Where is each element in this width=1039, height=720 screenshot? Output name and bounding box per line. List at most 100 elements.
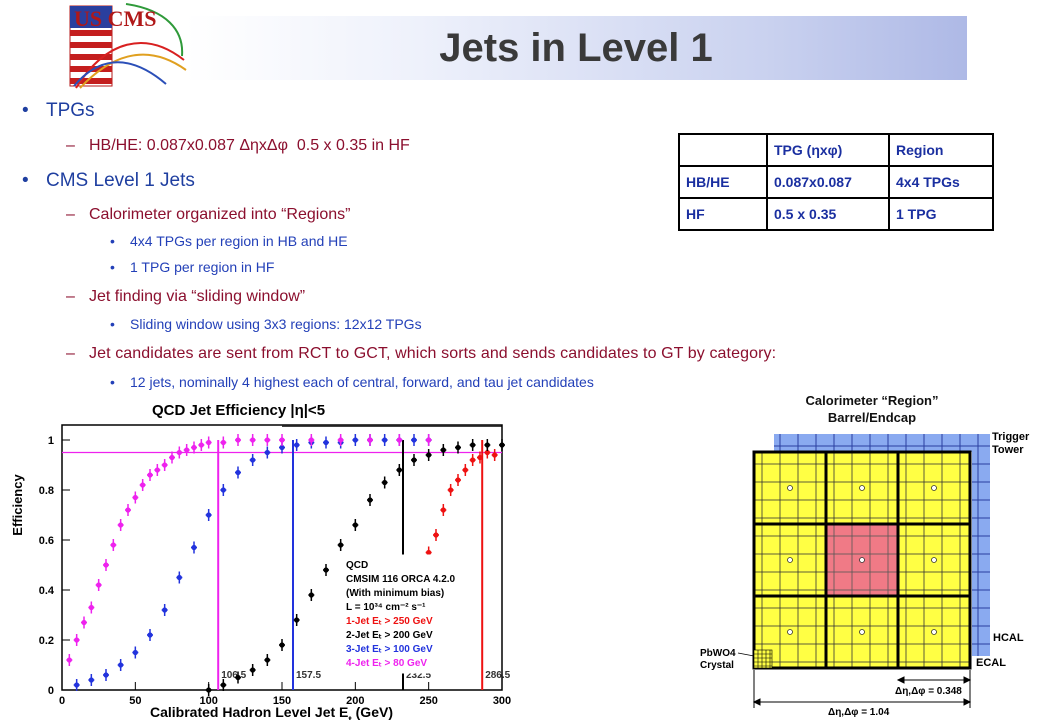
delta-eta-phi-symbols: ΔηxΔφ: [239, 137, 288, 154]
data-point: [352, 522, 358, 528]
calorimeter-caption: Calorimeter “Region” Barrel/Endcap: [760, 392, 984, 426]
legend-entry: L = 10³⁴ cm⁻² s⁻¹: [346, 602, 426, 613]
threshold-label: 286.5: [485, 670, 510, 681]
data-point: [279, 444, 285, 451]
data-point: [308, 592, 314, 598]
data-point: [176, 449, 182, 456]
bullet-marker: •: [22, 170, 29, 191]
data-point: [184, 447, 190, 453]
data-point: [118, 522, 124, 528]
y-tick-label: 0.6: [39, 535, 54, 547]
data-point: [132, 649, 138, 656]
data-point: [154, 467, 160, 473]
data-point: [220, 439, 226, 446]
data-point: [294, 617, 300, 623]
data-point: [235, 674, 241, 681]
data-point: [88, 604, 94, 611]
table-cell: HB/HE: [678, 165, 768, 199]
flag-stripes: [69, 5, 113, 87]
data-point: [367, 437, 373, 443]
bullet-marker: •: [110, 259, 115, 275]
plot-xlabel: Calibrated Hadron Level Jet Et (GeV): [150, 704, 393, 720]
data-point: [323, 567, 329, 573]
plot-title: QCD Jet Efficiency |η|<5: [152, 402, 325, 419]
slide-title: Jets in Level 1: [439, 26, 713, 70]
data-point: [264, 437, 270, 443]
data-point: [140, 482, 146, 488]
y-tick-label: 0: [48, 685, 54, 697]
bullet-hbhe-region: 4x4 TPGs per region in HB and HE: [130, 233, 348, 249]
data-point: [426, 549, 432, 556]
data-point: [162, 462, 168, 468]
title-band: [185, 16, 967, 80]
data-point: [470, 457, 476, 463]
data-point: [470, 442, 476, 448]
legend-entry: (With minimum bias): [346, 588, 444, 599]
threshold-label: 157.5: [296, 670, 321, 681]
dimension-arrows: [752, 670, 972, 708]
data-point: [74, 682, 80, 688]
data-point: [367, 497, 373, 503]
qcd-jet-efficiency-plot: QCD Jet Efficiency |η|<5 Efficiency Cali…: [0, 395, 520, 720]
data-point: [176, 574, 182, 581]
legend-entry: QCD: [346, 560, 368, 571]
x-tick-label: 300: [493, 695, 511, 707]
data-point: [198, 442, 204, 448]
data-point: [264, 657, 270, 663]
plot-ylabel: Efficiency: [10, 474, 25, 536]
dash-marker: –: [66, 137, 75, 154]
y-tick-label: 0.4: [39, 585, 55, 597]
dash-marker: –: [66, 206, 75, 223]
bullet-marker: •: [110, 374, 115, 390]
data-point: [81, 619, 87, 626]
data-point: [411, 437, 417, 443]
data-point: [162, 607, 168, 613]
data-point: [250, 437, 256, 443]
data-point: [308, 437, 314, 443]
bullet-calorimeter-regions: Calorimeter organized into “Regions”: [89, 206, 351, 223]
trigger-tower-label: Trigger: [992, 431, 1030, 443]
table-header-cell: TPG (ηxφ): [766, 133, 890, 167]
data-point: [279, 642, 285, 648]
x-tick-label: 250: [419, 695, 437, 707]
threshold-label: 232.5: [406, 670, 431, 681]
data-point: [440, 447, 446, 453]
hbhe-suffix: 0.5 x 0.35 in HF: [287, 137, 410, 154]
bullet-marker: •: [110, 316, 115, 332]
data-point: [440, 507, 446, 513]
data-point: [426, 452, 432, 458]
data-point: [220, 487, 226, 493]
data-point: [433, 532, 439, 538]
xlabel-sub: t: [348, 715, 352, 720]
data-point: [96, 582, 102, 588]
table-cell: 4x4 TPGs: [888, 165, 994, 199]
trigger-tower-border-top: [774, 434, 990, 452]
data-point: [206, 687, 212, 693]
trigger-tower-border-right: [972, 434, 990, 656]
pbwo4-label: PbWO4: [700, 648, 736, 659]
data-point: [448, 487, 454, 493]
data-point: [382, 437, 388, 443]
table-header-row: TPG (ηxφ) Region: [678, 133, 994, 167]
data-point: [88, 677, 94, 683]
data-point: [264, 449, 270, 456]
dim-large-label: Δη,Δφ = 1.04: [828, 707, 890, 718]
data-point: [323, 439, 329, 446]
us-cms-logo: US CMS: [66, 0, 188, 90]
y-tick-label: 0.2: [39, 635, 54, 647]
pbwo4-crystal-grid: [753, 649, 773, 669]
crystal-label: Crystal: [700, 660, 734, 671]
data-point: [352, 437, 358, 443]
bullet-jet-finding: Jet finding via “sliding window”: [89, 288, 306, 305]
data-point: [484, 442, 490, 448]
tpg-region-table: TPG (ηxφ) Region HB/HE 0.087x0.087 4x4 T…: [678, 133, 994, 231]
table-cell: 1 TPG: [888, 197, 994, 231]
data-point: [206, 512, 212, 518]
table-header-cell: [678, 133, 768, 167]
data-point: [396, 437, 402, 443]
data-point: [462, 467, 468, 473]
plot-legend: QCD CMSIM 116 ORCA 4.2.0 (With minimum bia…: [341, 554, 471, 674]
data-point: [338, 437, 344, 443]
data-point: [250, 667, 256, 673]
legend-entry: 2-Jet Eₜ > 200 GeV: [346, 630, 433, 641]
